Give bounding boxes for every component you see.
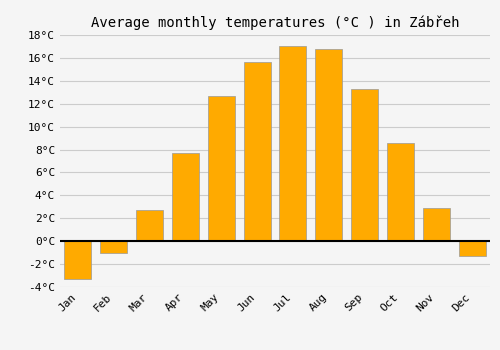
Bar [351,89,378,241]
Title: Average monthly temperatures (°C ) in Zábřeh: Average monthly temperatures (°C ) in Zá… [91,15,459,30]
Bar [458,241,485,256]
Bar [423,208,450,241]
Bar [244,63,270,241]
Bar [387,143,414,241]
Bar [136,210,163,241]
Bar [100,241,127,253]
Bar [172,153,199,241]
Bar [208,96,234,241]
Bar [64,241,92,279]
Bar [316,49,342,241]
Bar [280,47,306,241]
